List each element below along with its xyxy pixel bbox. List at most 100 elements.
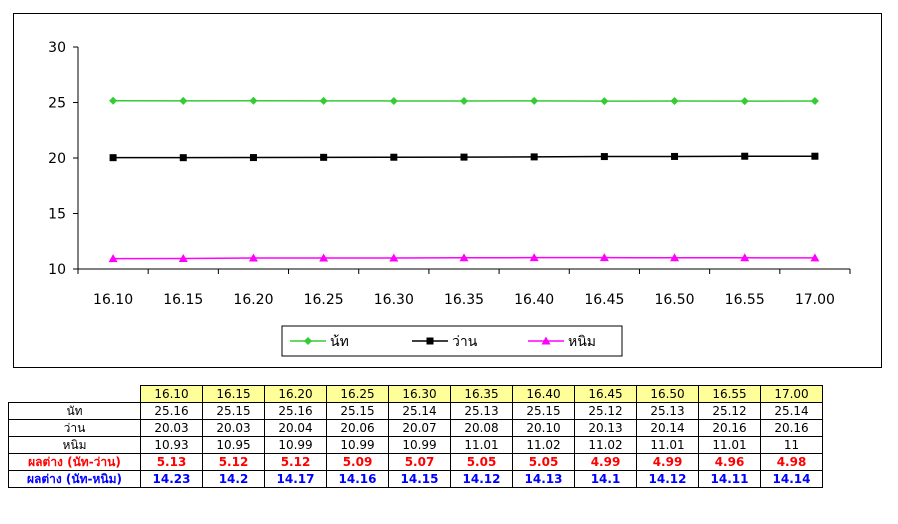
table-cell: 14.15 bbox=[388, 470, 451, 488]
table-cell: 10.99 bbox=[326, 436, 389, 454]
table-cell: 5.12 bbox=[264, 453, 327, 471]
data-point bbox=[811, 152, 819, 160]
table-cell: 14.13 bbox=[512, 470, 575, 488]
table-cell: 10.93 bbox=[140, 436, 203, 454]
table-row: หนิม 10.93 10.95 10.99 10.99 10.99 11.01 11.02 1… bbox=[8, 436, 823, 454]
table-cell: 5.09 bbox=[326, 453, 389, 471]
table-cell: 25.12 bbox=[574, 402, 637, 420]
data-point bbox=[179, 154, 187, 162]
x-tick-label: 16.55 bbox=[725, 292, 765, 308]
table-cell: 25.16 bbox=[140, 402, 203, 420]
data-point bbox=[530, 153, 538, 161]
legend-box bbox=[281, 325, 623, 357]
time-header-cell: 16.10 bbox=[140, 385, 203, 403]
table-cell: 4.99 bbox=[636, 453, 699, 471]
row-label: ผลต่าง (นัท-หนิม) bbox=[8, 470, 141, 488]
table-cell: 25.15 bbox=[326, 402, 389, 420]
table-cell: 5.05 bbox=[512, 453, 575, 471]
data-point bbox=[389, 96, 398, 105]
table-cell: 4.99 bbox=[574, 453, 637, 471]
x-tick-label: 16.25 bbox=[304, 292, 344, 308]
data-point bbox=[600, 153, 608, 161]
time-header-cell: 17.00 bbox=[760, 385, 823, 403]
table-cell: 5.07 bbox=[388, 453, 451, 471]
data-point bbox=[460, 153, 468, 161]
table-cell: 5.12 bbox=[202, 453, 265, 471]
y-tick-label: 25 bbox=[48, 96, 66, 112]
time-header-cell: 16.15 bbox=[202, 385, 265, 403]
table-cell: 20.03 bbox=[140, 419, 203, 437]
table-cell: 11.01 bbox=[636, 436, 699, 454]
table-row: ผลต่าง (นัท-หนิม) 14.23 14.2 14.17 14.16 14.1… bbox=[8, 470, 823, 488]
table-cell: 25.12 bbox=[698, 402, 761, 420]
x-tick-label: 16.15 bbox=[163, 292, 203, 308]
table-cell: 14.23 bbox=[140, 470, 203, 488]
table-cell: 20.04 bbox=[264, 419, 327, 437]
table-cell: 25.13 bbox=[636, 402, 699, 420]
table-cell: 11.02 bbox=[574, 436, 637, 454]
table-cell: 14.12 bbox=[636, 470, 699, 488]
row-label: ว่าน bbox=[8, 419, 141, 437]
x-tick-label: 16.10 bbox=[93, 292, 133, 308]
legend-marker-2 bbox=[541, 336, 551, 345]
row-label: นัท bbox=[8, 402, 141, 420]
x-tick-label: 16.20 bbox=[233, 292, 273, 308]
data-point bbox=[740, 97, 749, 106]
data-point bbox=[810, 253, 820, 262]
data-point bbox=[740, 253, 750, 262]
time-header-cell: 16.35 bbox=[450, 385, 513, 403]
time-header-cell: 16.25 bbox=[326, 385, 389, 403]
x-tick-label: 16.50 bbox=[654, 292, 694, 308]
data-point bbox=[249, 96, 258, 105]
legend-marker-0 bbox=[304, 337, 312, 345]
data-point bbox=[530, 96, 539, 105]
data-point bbox=[320, 153, 328, 161]
time-header-cell: 16.20 bbox=[264, 385, 327, 403]
time-header-cell: 16.45 bbox=[574, 385, 637, 403]
data-point bbox=[319, 253, 329, 262]
row-label: ผลต่าง (นัท-ว่าน) bbox=[8, 453, 141, 471]
table-cell: 11.01 bbox=[698, 436, 761, 454]
table-row: ว่าน 20.03 20.03 20.04 20.06 20.07 20.08 20.10 2… bbox=[8, 419, 823, 437]
table-row: นัท 25.16 25.15 25.16 25.15 25.14 25.13 25.15 25… bbox=[8, 402, 823, 420]
data-point bbox=[741, 152, 749, 160]
data-point bbox=[670, 97, 679, 106]
y-tick-label: 30 bbox=[48, 40, 66, 56]
table-cell: 25.15 bbox=[202, 402, 265, 420]
data-point bbox=[460, 97, 468, 106]
table-row: ผลต่าง (นัท-ว่าน) 5.13 5.12 5.12 5.09 5.07 5.0… bbox=[8, 453, 823, 471]
time-header-cell: 16.55 bbox=[698, 385, 761, 403]
x-tick-label: 17.00 bbox=[795, 292, 835, 308]
table-cell: 20.08 bbox=[450, 419, 513, 437]
table-cell: 10.99 bbox=[264, 436, 327, 454]
table-cell: 25.13 bbox=[450, 402, 513, 420]
table-cell: 20.07 bbox=[388, 419, 451, 437]
table-cell: 4.98 bbox=[760, 453, 823, 471]
table-cell: 14.14 bbox=[760, 470, 823, 488]
table-cell: 14.2 bbox=[202, 470, 265, 488]
table-cell: 14.12 bbox=[450, 470, 513, 488]
y-tick-label: 10 bbox=[48, 262, 66, 278]
data-point bbox=[459, 253, 469, 262]
legend-label-2: หนิม bbox=[568, 334, 596, 350]
data-point bbox=[179, 96, 188, 105]
time-header-cell: 16.40 bbox=[512, 385, 575, 403]
data-point bbox=[319, 96, 328, 105]
y-tick-label: 15 bbox=[48, 207, 66, 223]
table-cell: 14.11 bbox=[698, 470, 761, 488]
data-point bbox=[670, 253, 680, 262]
table-cell: 10.95 bbox=[202, 436, 265, 454]
table-cell: 20.10 bbox=[512, 419, 575, 437]
table-cell: 5.13 bbox=[140, 453, 203, 471]
y-tick-label: 20 bbox=[48, 151, 66, 167]
legend-label-1: ว่าน bbox=[452, 334, 478, 350]
table-cell: 20.16 bbox=[698, 419, 761, 437]
table-cell: 20.14 bbox=[636, 419, 699, 437]
data-point bbox=[529, 253, 539, 262]
time-header-cell: 16.30 bbox=[388, 385, 451, 403]
data-point bbox=[108, 254, 118, 263]
data-point bbox=[671, 152, 679, 160]
table-cell: 14.16 bbox=[326, 470, 389, 488]
line-chart: 10 15 20 25 30 16.10 16.15 16.20 16.25 16.30 16.35… bbox=[48, 40, 851, 357]
legend-label-0: น้ท bbox=[330, 334, 349, 350]
